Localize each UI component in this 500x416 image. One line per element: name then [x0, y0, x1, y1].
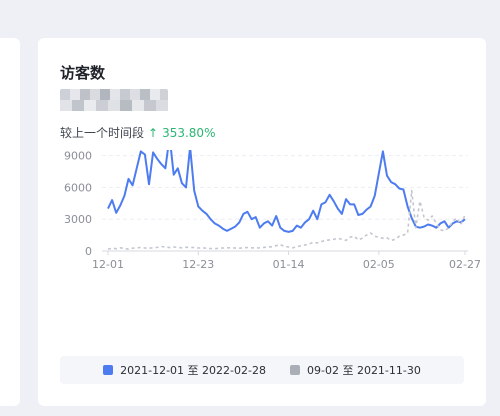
visitors-card: 访客数 较上一个时间段↑353.80% 03000600090001200015…: [38, 38, 486, 406]
series-line-current: [107, 150, 466, 233]
compare-value: 353.80%: [162, 126, 216, 140]
legend-label-current: 2021-12-01 至 2022-02-28: [120, 364, 266, 377]
chart-legend: 2021-12-01 至 2022-02-28 09-02 至 2021-11-…: [60, 356, 464, 384]
comparison-text: 较上一个时间段 ↑ 353.80%: [60, 124, 215, 141]
card-title: 访客数: [60, 64, 106, 82]
legend-item-current[interactable]: 2021-12-01 至 2022-02-28: [103, 362, 266, 378]
legend-item-previous[interactable]: 09-02 至 2021-11-30: [289, 362, 421, 378]
legend-label-previous: 09-02 至 2021-11-30: [306, 364, 421, 377]
adjacent-card: [0, 38, 20, 406]
x-tick-label: 02-05: [363, 258, 395, 271]
x-tick-label: 12-01: [92, 258, 124, 271]
y-tick-label: 6000: [64, 181, 92, 194]
x-tick-label: 01-14: [273, 258, 305, 271]
compare-label: 较上一个时间段: [60, 126, 145, 140]
x-tick-label: 02-27: [449, 258, 481, 271]
arrow-up-icon: ↑: [148, 126, 159, 140]
y-tick-label: 9000: [64, 150, 92, 163]
y-tick-label: 3000: [64, 213, 92, 226]
x-tick-label: 12-23: [182, 258, 214, 271]
visitors-line-chart: 0300060009000120001500012-0112-2301-1402…: [64, 150, 481, 271]
y-tick-label: 0: [85, 245, 92, 258]
legend-swatch-current: [103, 365, 114, 375]
blurred-visitor-count: [60, 89, 168, 111]
legend-swatch-previous: [289, 365, 300, 375]
series-line-previous: [107, 189, 466, 250]
